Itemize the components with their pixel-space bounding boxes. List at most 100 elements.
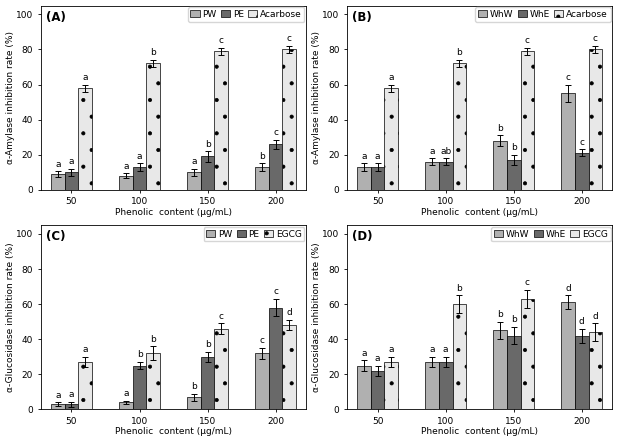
Bar (119, 176, 133, 190)
Bar (357, 167, 371, 190)
Bar (255, 167, 269, 190)
Bar (439, 162, 452, 190)
Bar (214, 51, 228, 190)
X-axis label: Phenolic  content (μg/mL): Phenolic content (μg/mL) (115, 208, 232, 217)
Text: c: c (273, 287, 278, 296)
Bar (384, 88, 398, 190)
Bar (575, 153, 588, 190)
Text: b: b (205, 340, 210, 349)
Text: a: a (69, 157, 74, 166)
Text: a: a (82, 345, 88, 354)
Text: a: a (443, 345, 449, 354)
Bar (425, 362, 439, 409)
Bar (575, 336, 588, 409)
Bar (187, 172, 201, 190)
Bar (520, 299, 534, 409)
Bar (119, 402, 133, 409)
Bar (357, 366, 371, 409)
Text: b: b (511, 315, 517, 324)
Text: b: b (497, 310, 503, 319)
X-axis label: Phenolic  content (μg/mL): Phenolic content (μg/mL) (421, 427, 538, 436)
Text: c: c (219, 36, 224, 45)
Text: ab: ab (440, 147, 451, 156)
Text: (C): (C) (46, 230, 65, 244)
Text: c: c (579, 138, 585, 147)
Bar (282, 50, 296, 190)
X-axis label: Phenolic  content (μg/mL): Phenolic content (μg/mL) (115, 427, 232, 436)
Text: c: c (565, 73, 570, 82)
Text: b: b (259, 152, 265, 161)
Bar (51, 404, 65, 409)
Bar (493, 331, 507, 409)
Bar (371, 167, 384, 190)
Bar (561, 302, 575, 409)
Text: d: d (565, 284, 571, 293)
Text: b: b (137, 351, 142, 359)
Legend: WhW, WhE, EGCG: WhW, WhE, EGCG (491, 227, 611, 241)
Bar (133, 366, 146, 409)
Bar (51, 174, 65, 190)
Text: a: a (430, 345, 435, 354)
Text: (D): (D) (352, 230, 372, 244)
Bar (133, 167, 146, 190)
Text: (A): (A) (46, 11, 66, 24)
Text: a: a (375, 354, 381, 363)
Text: a: a (375, 152, 381, 161)
Bar (187, 397, 201, 409)
Text: a: a (55, 391, 61, 400)
Bar (507, 160, 520, 190)
Y-axis label: α-Glucosidase inhibition rate (%): α-Glucosidase inhibition rate (%) (311, 243, 321, 392)
Text: d: d (593, 312, 598, 321)
Text: b: b (150, 48, 156, 57)
Text: b: b (457, 48, 462, 57)
Text: a: a (123, 161, 129, 171)
Bar (65, 172, 78, 190)
Text: c: c (287, 34, 292, 43)
Bar (384, 362, 398, 409)
Text: b: b (457, 284, 462, 293)
Y-axis label: α-Amylase inhibition rate (%): α-Amylase inhibition rate (%) (311, 31, 321, 164)
Text: a: a (137, 152, 142, 161)
Bar (452, 64, 466, 190)
Text: d: d (286, 308, 292, 317)
Text: c: c (219, 312, 224, 321)
Bar (282, 325, 296, 409)
Bar (78, 362, 92, 409)
Bar (146, 64, 160, 190)
Bar (201, 357, 214, 409)
Text: b: b (497, 124, 503, 133)
Text: c: c (260, 336, 265, 345)
Bar (255, 353, 269, 409)
Text: b: b (150, 335, 156, 343)
Bar (371, 371, 384, 409)
Text: b: b (205, 140, 210, 149)
Text: a: a (389, 345, 394, 354)
Bar (520, 51, 534, 190)
Text: a: a (362, 152, 367, 161)
Bar (146, 353, 160, 409)
Text: b: b (511, 143, 517, 152)
Text: a: a (362, 349, 367, 358)
Text: a: a (69, 390, 74, 399)
Bar (439, 362, 452, 409)
Bar (269, 144, 282, 190)
Text: a: a (430, 147, 435, 156)
Bar (493, 141, 507, 190)
Text: a: a (55, 160, 61, 169)
Bar (588, 332, 602, 409)
Text: a: a (123, 389, 129, 398)
Bar (201, 156, 214, 190)
Bar (425, 162, 439, 190)
Bar (561, 93, 575, 190)
Bar (588, 50, 602, 190)
X-axis label: Phenolic  content (μg/mL): Phenolic content (μg/mL) (421, 208, 538, 217)
Bar (214, 329, 228, 409)
Text: a: a (191, 157, 197, 166)
Text: (B): (B) (352, 11, 371, 24)
Bar (78, 88, 92, 190)
Text: d: d (579, 317, 585, 326)
Y-axis label: α-Glucosidase inhibition rate (%): α-Glucosidase inhibition rate (%) (6, 243, 15, 392)
Legend: WhW, WhE, Acarbose: WhW, WhE, Acarbose (475, 8, 611, 22)
Text: c: c (593, 34, 598, 43)
Bar (269, 308, 282, 409)
